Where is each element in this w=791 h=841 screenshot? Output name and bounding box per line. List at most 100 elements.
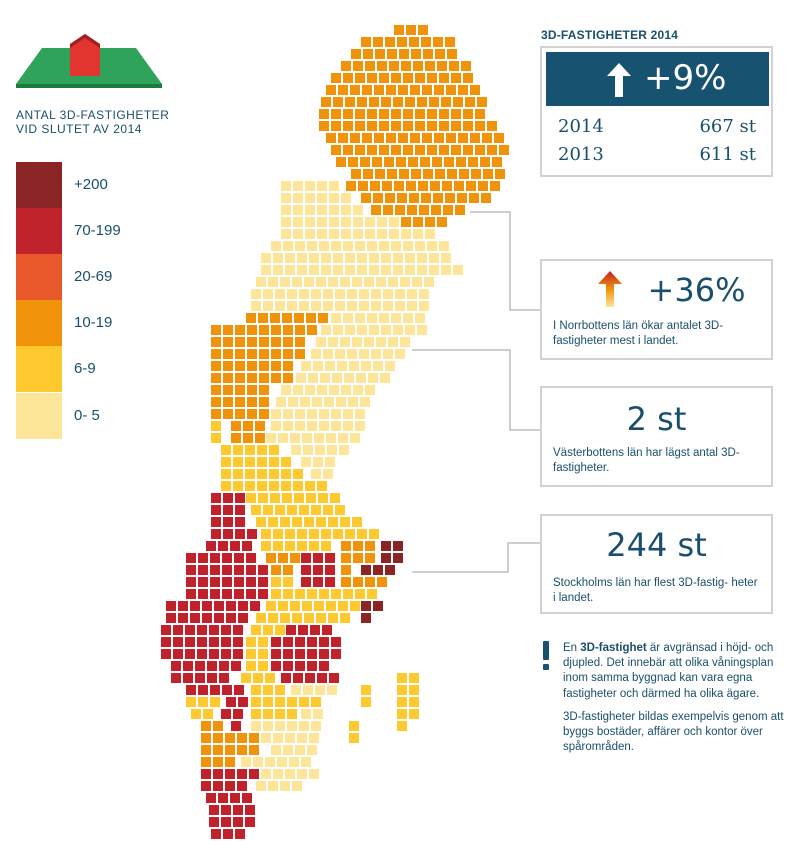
map-cell [307, 421, 317, 431]
map-cell [329, 673, 339, 683]
map-cell [230, 793, 240, 803]
map-cell [213, 769, 223, 779]
map-cell [323, 301, 333, 311]
map-cell [449, 61, 459, 71]
legend-swatch [16, 208, 62, 254]
map-cell [351, 49, 361, 59]
map-cell [283, 361, 293, 371]
map-cell [331, 421, 341, 431]
map-cell [258, 577, 268, 587]
map-cell [364, 337, 374, 347]
map-cell [294, 313, 304, 323]
map-cell [353, 205, 363, 215]
map-cell [317, 205, 327, 215]
map-cell [335, 301, 345, 311]
map-cell [340, 517, 350, 527]
map-cell [290, 553, 300, 563]
map-cell [263, 301, 273, 311]
map-cell [243, 421, 253, 431]
map-cell [400, 337, 410, 347]
map-cell [235, 829, 245, 839]
map-cell [320, 373, 330, 383]
map-cell [206, 541, 216, 551]
map-cell [223, 829, 233, 839]
map-cell [494, 133, 504, 143]
map-cell [405, 97, 415, 107]
map-cell [301, 553, 311, 563]
map-cell [202, 601, 212, 611]
map-cell [316, 337, 326, 347]
map-cell [324, 397, 334, 407]
legend-item: 6-9 [16, 346, 146, 392]
map-cell [271, 637, 281, 647]
map-cell [247, 325, 257, 335]
map-cell [369, 325, 379, 335]
map-cell [249, 769, 259, 779]
map-cell [422, 133, 432, 143]
map-cell [290, 433, 300, 443]
map-cell [263, 697, 273, 707]
map-cell [304, 613, 314, 623]
map-cell [310, 625, 320, 635]
map-cell [211, 337, 221, 347]
map-cell [197, 637, 207, 647]
map-cell [381, 541, 391, 551]
map-cell [219, 661, 229, 671]
map-cell [316, 517, 326, 527]
map-cell [377, 229, 387, 239]
map-cell [420, 157, 430, 167]
map-cell [388, 337, 398, 347]
map-cell [198, 685, 208, 695]
map-cell [166, 601, 176, 611]
map-cell [293, 673, 303, 683]
map-cell [292, 517, 302, 527]
map-cell [223, 361, 233, 371]
map-cell [222, 577, 232, 587]
map-cell [238, 601, 248, 611]
map-cell [340, 277, 350, 287]
map-cell [273, 541, 283, 551]
map-cell [381, 253, 391, 263]
stockholm-text: Stockholms län har flest 3D-fastig- hete… [553, 577, 758, 604]
map-cell [247, 529, 257, 539]
map-cell [401, 61, 411, 71]
map-cell [251, 721, 261, 731]
map-cell [490, 181, 500, 191]
map-cell [328, 337, 338, 347]
map-cell [417, 253, 427, 263]
map-cell [211, 373, 221, 383]
map-cell [210, 565, 220, 575]
map-cell [211, 829, 221, 839]
map-cell [233, 457, 243, 467]
map-cell [201, 721, 211, 731]
gradient-arrow-up-icon [598, 271, 622, 307]
map-cell [297, 529, 307, 539]
map-cell [379, 241, 389, 251]
map-cell [419, 301, 429, 311]
map-cell [329, 229, 339, 239]
map-cell [261, 733, 271, 743]
map-cell [295, 349, 305, 359]
map-cell [283, 373, 293, 383]
map-cell [337, 361, 347, 371]
map-cell [419, 289, 429, 299]
map-cell [319, 421, 329, 431]
map-cell [443, 205, 453, 215]
map-cell [282, 493, 292, 503]
map-cell [222, 685, 232, 695]
map-cell [273, 265, 283, 275]
map-cell [207, 661, 217, 671]
map-cell [481, 193, 491, 203]
map-cell [186, 589, 196, 599]
map-cell [211, 517, 221, 527]
map-cell [447, 49, 457, 59]
vasterbotten-text: Västerbottens län har lägst antal 3D-fas… [553, 447, 740, 474]
map-cell [349, 721, 359, 731]
map-cell [261, 769, 271, 779]
map-cell [421, 193, 431, 203]
map-cell [247, 409, 257, 419]
map-cell [425, 229, 435, 239]
map-cell [237, 781, 247, 791]
map-cell [225, 733, 235, 743]
map-cell [225, 757, 235, 767]
